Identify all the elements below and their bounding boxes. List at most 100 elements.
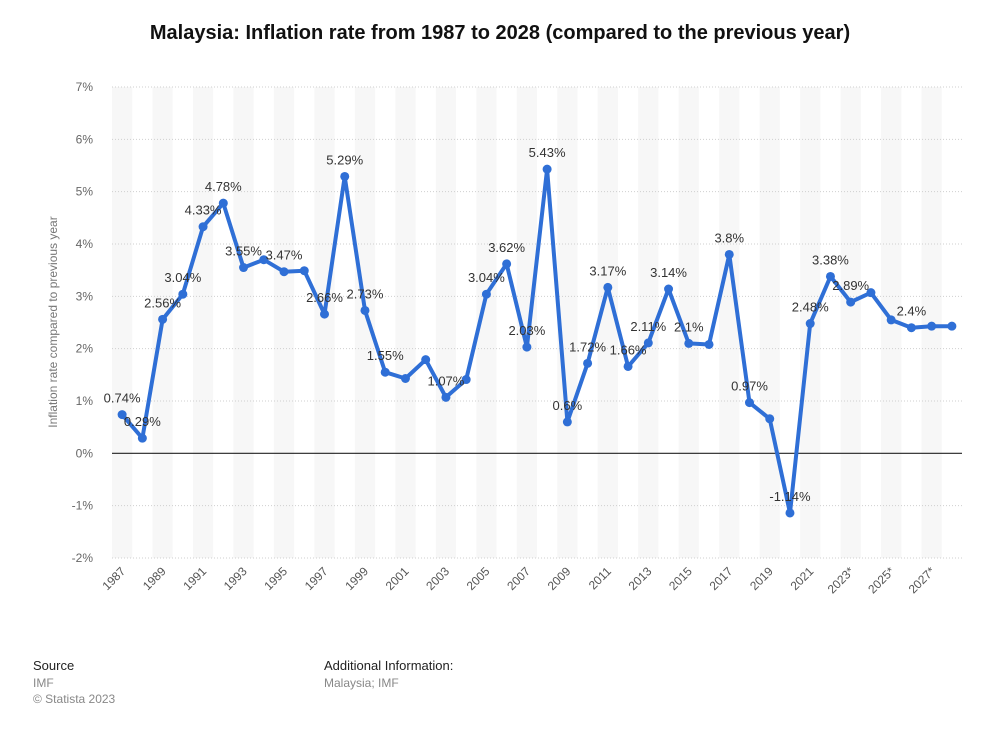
y-axis-label: Inflation rate compared to previous year — [46, 216, 60, 427]
data-points — [117, 164, 957, 518]
data-point — [198, 222, 208, 232]
column-band — [435, 87, 457, 558]
data-label: 2.11% — [630, 319, 666, 334]
data-label: 3.47% — [266, 248, 303, 263]
data-point — [380, 367, 390, 377]
data-point — [664, 284, 674, 294]
y-tick-label: -2% — [72, 551, 94, 565]
data-label: 5.29% — [326, 152, 363, 167]
data-point — [259, 255, 269, 265]
x-tick-label: 1989 — [140, 564, 169, 593]
data-label: 3.62% — [488, 240, 525, 255]
column-band — [112, 87, 133, 558]
data-point — [623, 361, 633, 371]
x-tick-label: 2001 — [383, 564, 412, 593]
data-point — [947, 321, 957, 331]
copyright: © Statista 2023 — [33, 692, 116, 706]
data-point — [137, 433, 147, 443]
data-label: 3.38% — [812, 252, 849, 267]
data-label: 4.33% — [185, 203, 222, 218]
additional-info-text: Malaysia; IMF — [324, 676, 399, 690]
source-heading: Source — [33, 658, 75, 673]
y-axis-ticks: -2% -1% 0% 1% 2% 3% 4% 5% 6% 7% — [72, 80, 94, 565]
column-band — [354, 87, 376, 558]
column-bands — [112, 87, 942, 558]
column-band — [273, 87, 295, 558]
x-tick-label: 1987 — [99, 564, 128, 593]
y-tick-label: 0% — [76, 446, 94, 460]
data-point — [117, 410, 127, 420]
y-tick-label: 5% — [76, 185, 94, 199]
data-labels: 0.74% 0.29% 2.56% 3.04% 4.33% 4.78% 3.55% 3.47%… — [104, 145, 927, 504]
column-band — [678, 87, 699, 558]
data-point — [785, 508, 795, 518]
data-point — [825, 271, 835, 281]
x-axis-ticks: 1987 1989 1991 1993 1995 1997 1999 2001 2003 2005… — [99, 564, 938, 596]
data-point — [745, 398, 754, 408]
additional-info-block: Additional Information: Malaysia; IMF — [324, 658, 453, 691]
data-point — [441, 392, 451, 402]
column-band — [516, 87, 537, 558]
data-point — [502, 259, 512, 269]
x-tick-label: 2019 — [747, 564, 776, 593]
data-label: 2.03% — [508, 323, 545, 338]
chart-title: Malaysia: Inflation rate from 1987 to 20… — [149, 22, 851, 44]
data-point — [320, 309, 329, 319]
column-band — [476, 87, 497, 558]
x-tick-label: 2017 — [707, 564, 736, 593]
data-point — [603, 282, 613, 292]
x-tick-label: 2015 — [666, 564, 695, 593]
data-point — [461, 375, 471, 385]
data-label: 4.78% — [205, 179, 242, 194]
column-band — [557, 87, 578, 558]
x-tick-label: 2003 — [423, 564, 452, 593]
data-label: 2.48% — [792, 300, 829, 315]
x-tick-label: 2025* — [865, 564, 897, 596]
x-tick-label: 2011 — [586, 564, 614, 592]
y-tick-label: 4% — [76, 237, 94, 251]
x-tick-label: 1997 — [302, 564, 331, 593]
data-point — [158, 314, 168, 324]
column-band — [314, 87, 335, 558]
y-tick-label: 3% — [76, 289, 94, 303]
x-tick-label: 2005 — [464, 564, 493, 593]
column-band — [597, 87, 618, 558]
data-label: 3.8% — [714, 230, 744, 245]
data-point — [279, 267, 289, 277]
data-point — [906, 323, 916, 333]
column-band — [395, 87, 416, 558]
data-point — [704, 339, 714, 349]
data-point — [481, 289, 491, 299]
x-tick-label: 2009 — [545, 564, 574, 593]
y-tick-label: 1% — [76, 394, 94, 408]
data-point — [522, 342, 532, 352]
x-tick-label: 2023* — [825, 564, 857, 596]
x-tick-label: 1995 — [261, 564, 290, 593]
data-point — [684, 338, 694, 348]
data-label: 2.4% — [897, 304, 927, 319]
source-name: IMF — [33, 676, 54, 690]
data-label: 3.55% — [225, 244, 262, 259]
data-point — [239, 263, 249, 273]
data-point — [643, 338, 653, 348]
data-label: 0.29% — [124, 414, 161, 429]
y-tick-label: 6% — [76, 132, 94, 146]
data-point — [805, 319, 815, 329]
data-point — [846, 297, 856, 307]
data-point — [542, 164, 552, 174]
column-band — [759, 87, 780, 558]
data-label: 0.6% — [553, 398, 583, 413]
data-label: 0.74% — [104, 391, 141, 406]
x-tick-label: 2027* — [906, 564, 938, 596]
column-band — [719, 87, 740, 558]
column-band — [233, 87, 254, 558]
data-label: 5.43% — [529, 145, 566, 160]
data-label: 2.1% — [674, 319, 704, 334]
column-band — [192, 87, 214, 558]
data-label: 3.04% — [468, 270, 505, 285]
data-point — [360, 305, 370, 315]
data-point — [299, 266, 309, 276]
data-label: 2.56% — [144, 295, 181, 310]
source-block: Source IMF © Statista 2023 — [33, 658, 115, 707]
x-tick-label: 1999 — [342, 564, 371, 593]
